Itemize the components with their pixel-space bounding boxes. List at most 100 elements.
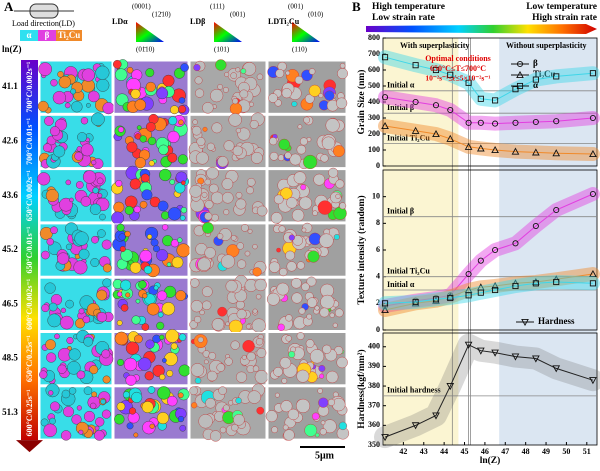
grain	[204, 212, 213, 221]
grain	[41, 304, 50, 313]
data-point	[532, 355, 540, 363]
grain	[241, 224, 249, 232]
grain	[49, 126, 60, 137]
ipf-corner: (01̄10)	[136, 46, 155, 54]
grain	[89, 365, 99, 375]
lnz-value: 45.2	[2, 244, 18, 254]
grain	[284, 151, 292, 159]
grain	[60, 430, 72, 441]
ipf-corner: (0001)	[132, 3, 151, 11]
legend-label: Ti₂Cu	[533, 69, 556, 79]
grain	[190, 278, 200, 288]
data-point	[552, 365, 561, 373]
grain	[246, 177, 256, 187]
ipf-title: LDα	[112, 17, 128, 26]
grain	[164, 352, 178, 366]
grain	[205, 397, 216, 409]
grain	[170, 239, 179, 248]
grain	[139, 200, 148, 209]
grain	[113, 201, 125, 213]
panel-b: B High temperature Low strain rate Low t…	[352, 0, 600, 466]
grain	[326, 370, 339, 384]
grain	[156, 321, 165, 330]
grain	[156, 412, 170, 425]
grain	[201, 191, 208, 198]
grain	[210, 89, 224, 103]
grain	[223, 140, 235, 152]
data-point	[381, 94, 389, 101]
data-point	[476, 347, 485, 355]
y-tick-label: 400	[368, 342, 380, 351]
grain	[159, 373, 166, 381]
data-point	[492, 120, 499, 127]
grain	[308, 232, 322, 246]
grain	[283, 429, 295, 441]
grain	[117, 126, 125, 133]
grain	[221, 178, 234, 190]
grain	[319, 233, 334, 248]
grains	[265, 388, 350, 441]
legend-marker	[516, 70, 524, 79]
grain	[83, 410, 95, 422]
grain	[252, 244, 258, 250]
grain	[320, 420, 326, 425]
grains	[268, 222, 340, 277]
grain	[252, 267, 262, 277]
grain	[102, 375, 111, 384]
lnz-value: 42.6	[2, 136, 18, 146]
annotation: With superplasticity	[400, 41, 469, 50]
grain	[65, 179, 71, 186]
grain	[140, 173, 150, 183]
grain	[65, 299, 74, 309]
grain	[174, 182, 186, 194]
annotation: Optimal conditions	[425, 54, 491, 63]
grain	[224, 72, 230, 77]
grain	[230, 340, 240, 350]
grain	[123, 357, 138, 372]
data-point	[465, 79, 472, 86]
grain	[54, 333, 60, 340]
data-point	[447, 294, 454, 302]
data-point	[411, 299, 420, 307]
grain	[211, 318, 225, 331]
grain	[265, 410, 278, 423]
grain	[333, 234, 340, 241]
plot-frame	[382, 332, 598, 446]
grain	[92, 187, 99, 194]
y-tick-label: 800	[368, 33, 380, 42]
grain	[208, 352, 217, 360]
grain	[97, 193, 103, 199]
grain	[131, 391, 143, 403]
grain	[318, 93, 324, 98]
ipf-corner: (101)	[214, 46, 230, 54]
grain	[335, 193, 341, 199]
grain	[141, 189, 153, 201]
grain	[277, 154, 285, 162]
grain	[57, 364, 67, 374]
grain	[161, 302, 176, 316]
grain	[135, 298, 141, 304]
grain	[156, 87, 169, 100]
grain	[246, 351, 256, 362]
y-tick-label: 390	[368, 361, 380, 370]
grains	[112, 223, 191, 278]
y-tick-label: 370	[368, 401, 380, 410]
grain	[74, 151, 84, 161]
series-line	[384, 96, 593, 125]
grain	[39, 370, 48, 379]
data-point	[447, 106, 454, 114]
grain	[276, 282, 290, 296]
grain	[125, 292, 131, 298]
grain	[166, 262, 172, 267]
grain	[286, 197, 298, 209]
grain	[57, 71, 64, 78]
grain	[246, 186, 254, 195]
grain	[147, 386, 156, 394]
grain	[40, 418, 49, 427]
grain	[45, 339, 56, 350]
grain	[50, 79, 58, 87]
y-axis-title: Texture intensity (random)	[356, 195, 367, 304]
grain	[224, 357, 233, 366]
data-point	[432, 296, 440, 303]
